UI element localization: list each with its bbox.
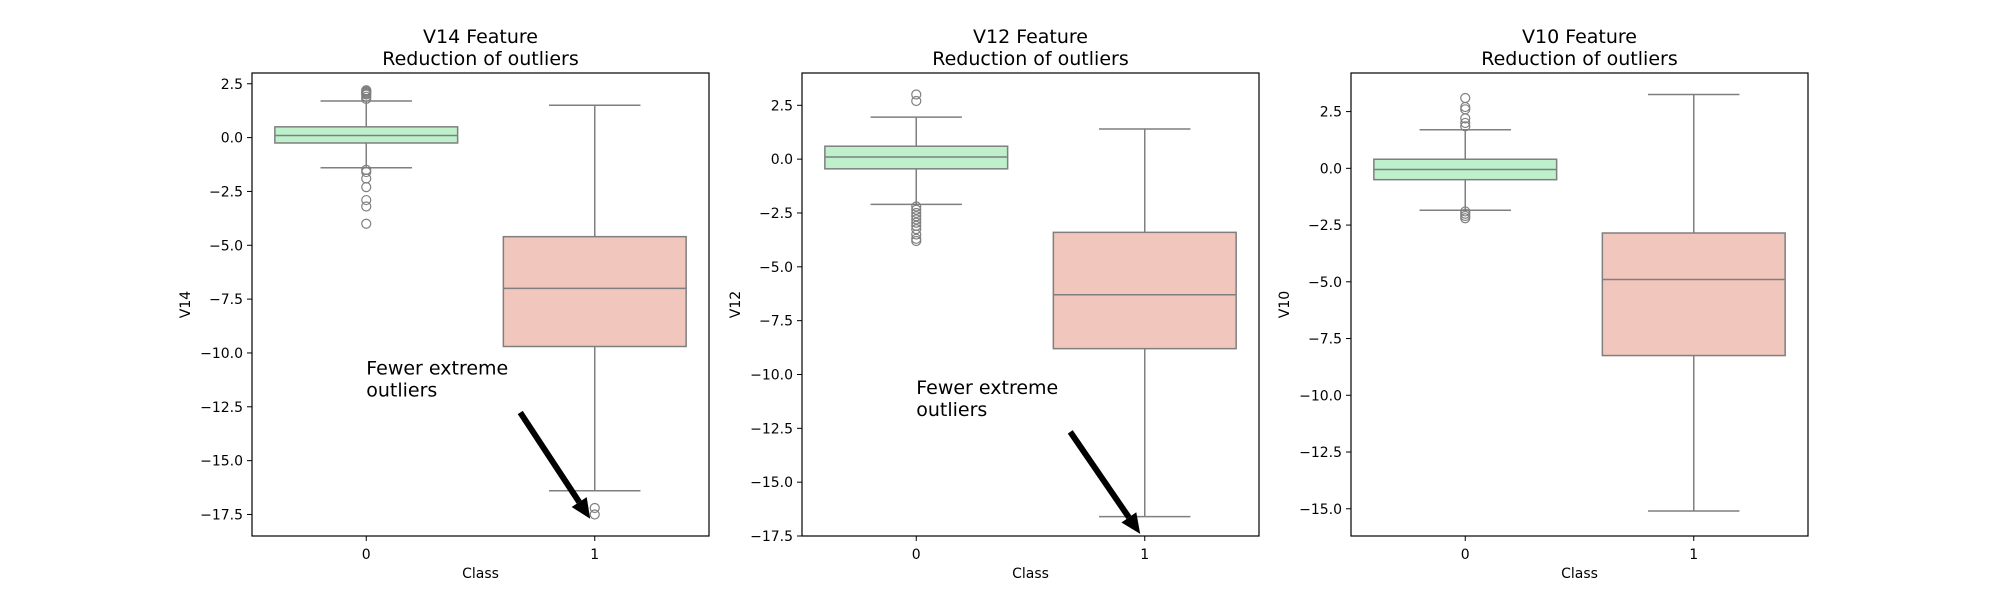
outlier-point <box>911 214 922 225</box>
y-tick-label: 0.0 <box>771 152 793 168</box>
outlier-point <box>911 204 922 215</box>
outlier-point <box>911 95 922 107</box>
x-tick-label: 0 <box>1461 547 1470 563</box>
y-axis-label: V12 <box>728 291 744 318</box>
y-axis-label: V10 <box>1277 291 1293 318</box>
y-tick-label: −10.0 <box>200 346 243 362</box>
outlier-point <box>911 201 922 212</box>
y-tick-label: −12.5 <box>1299 445 1342 461</box>
x-tick-label: 0 <box>912 547 921 563</box>
plot-frame <box>251 72 710 537</box>
outlier-point <box>361 201 372 212</box>
y-tick-label: −17.5 <box>200 507 243 523</box>
annotation-arrow-shaft <box>1067 430 1132 520</box>
y-tick-label: −15.0 <box>750 475 793 491</box>
outlier-point <box>361 85 372 96</box>
x-axis-label: Class <box>462 566 499 582</box>
outlier-point <box>911 211 922 222</box>
chart-panel-3: 2.5 0.0 −2.5 −5.0 −7.5 −10.0 −12.5 −15.0 0 1 Class… <box>1277 26 1809 582</box>
y-tick-label: −7.5 <box>759 314 793 330</box>
y-tick-label: −7.5 <box>1308 332 1342 348</box>
chart-subtitle: Reduction of outliers <box>382 48 578 70</box>
y-tick-label: −2.5 <box>759 206 793 222</box>
outlier-point <box>1460 92 1471 104</box>
y-tick-label: 2.5 <box>1320 105 1342 121</box>
chart-title: V14 Feature <box>423 26 538 48</box>
chart-subtitle: Reduction of outliers <box>1481 48 1677 70</box>
x-tick-label: 1 <box>1689 547 1698 563</box>
outlier-point <box>911 89 922 100</box>
outlier-point <box>361 218 372 229</box>
x-axis-label: Class <box>1012 566 1049 582</box>
outlier-point <box>1460 113 1471 124</box>
outlier-point <box>1460 104 1471 115</box>
y-axis-label: V14 <box>178 291 194 318</box>
y-tick-label: 2.5 <box>771 98 793 114</box>
outlier-point <box>911 229 922 240</box>
annotation-text: Fewer extreme <box>916 377 1058 399</box>
outlier-point <box>1460 101 1471 113</box>
y-tick-label: −15.0 <box>200 454 243 470</box>
outlier-point <box>1460 117 1471 129</box>
outlier-point <box>589 502 600 514</box>
y-tick-label: −12.5 <box>200 400 243 416</box>
outlier-point <box>361 173 372 184</box>
x-tick-label: 1 <box>590 547 599 563</box>
outlier-point <box>911 235 922 247</box>
y-tick-label: −15.0 <box>1299 502 1342 518</box>
y-tick-label: −10.0 <box>1299 388 1342 404</box>
annotation-arrow-head <box>1121 512 1141 534</box>
y-tick-label: −2.5 <box>209 184 243 200</box>
box-class-1 <box>1601 232 1786 357</box>
annotation-text: outliers <box>916 399 987 421</box>
chart-panel-1: 2.5 0.0 −2.5 −5.0 −7.5 −10.0 −12.5 −15.0 −17.5 0 1… <box>178 26 710 582</box>
y-tick-label: −2.5 <box>1308 218 1342 234</box>
x-tick-label: 0 <box>362 547 371 563</box>
y-tick-label: −7.5 <box>209 292 243 308</box>
chart-panel-2: 2.5 0.0 −2.5 −5.0 −7.5 −10.0 −12.5 −15.0 −17.5 0 1… <box>728 26 1260 582</box>
plot-frame <box>1350 72 1809 537</box>
outlier-point <box>1460 213 1471 224</box>
box-class-1 <box>502 235 687 348</box>
outlier-point <box>911 224 922 235</box>
annotation-text: outliers <box>366 379 437 401</box>
annotation-text: Fewer extreme <box>366 357 508 379</box>
y-tick-label: −5.0 <box>759 260 793 276</box>
outlier-point <box>911 217 922 228</box>
y-tick-label: −17.5 <box>750 529 793 545</box>
box-class-1 <box>1052 231 1237 350</box>
plot-frame <box>801 72 1260 537</box>
y-tick-label: −12.5 <box>750 421 793 437</box>
y-tick-label: 0.0 <box>221 131 243 147</box>
x-tick-label: 1 <box>1140 547 1149 563</box>
outlier-point <box>911 207 922 219</box>
chart-title: V12 Feature <box>973 26 1088 48</box>
annotation-arrow-shaft <box>517 410 582 504</box>
x-axis-label: Class <box>1561 566 1598 582</box>
outlier-point <box>1460 121 1471 132</box>
y-tick-label: −5.0 <box>1308 275 1342 291</box>
outlier-point <box>361 182 372 193</box>
outlier-point <box>589 509 600 520</box>
y-tick-label: −5.0 <box>209 238 243 254</box>
y-tick-label: 0.0 <box>1320 161 1342 177</box>
outlier-point <box>361 166 372 178</box>
annotation-arrow-head <box>571 497 591 519</box>
y-tick-label: 2.5 <box>221 77 243 93</box>
chart-title: V10 Feature <box>1522 26 1637 48</box>
chart-subtitle: Reduction of outliers <box>932 48 1128 70</box>
y-tick-label: −10.0 <box>750 367 793 383</box>
outlier-point <box>361 194 372 206</box>
